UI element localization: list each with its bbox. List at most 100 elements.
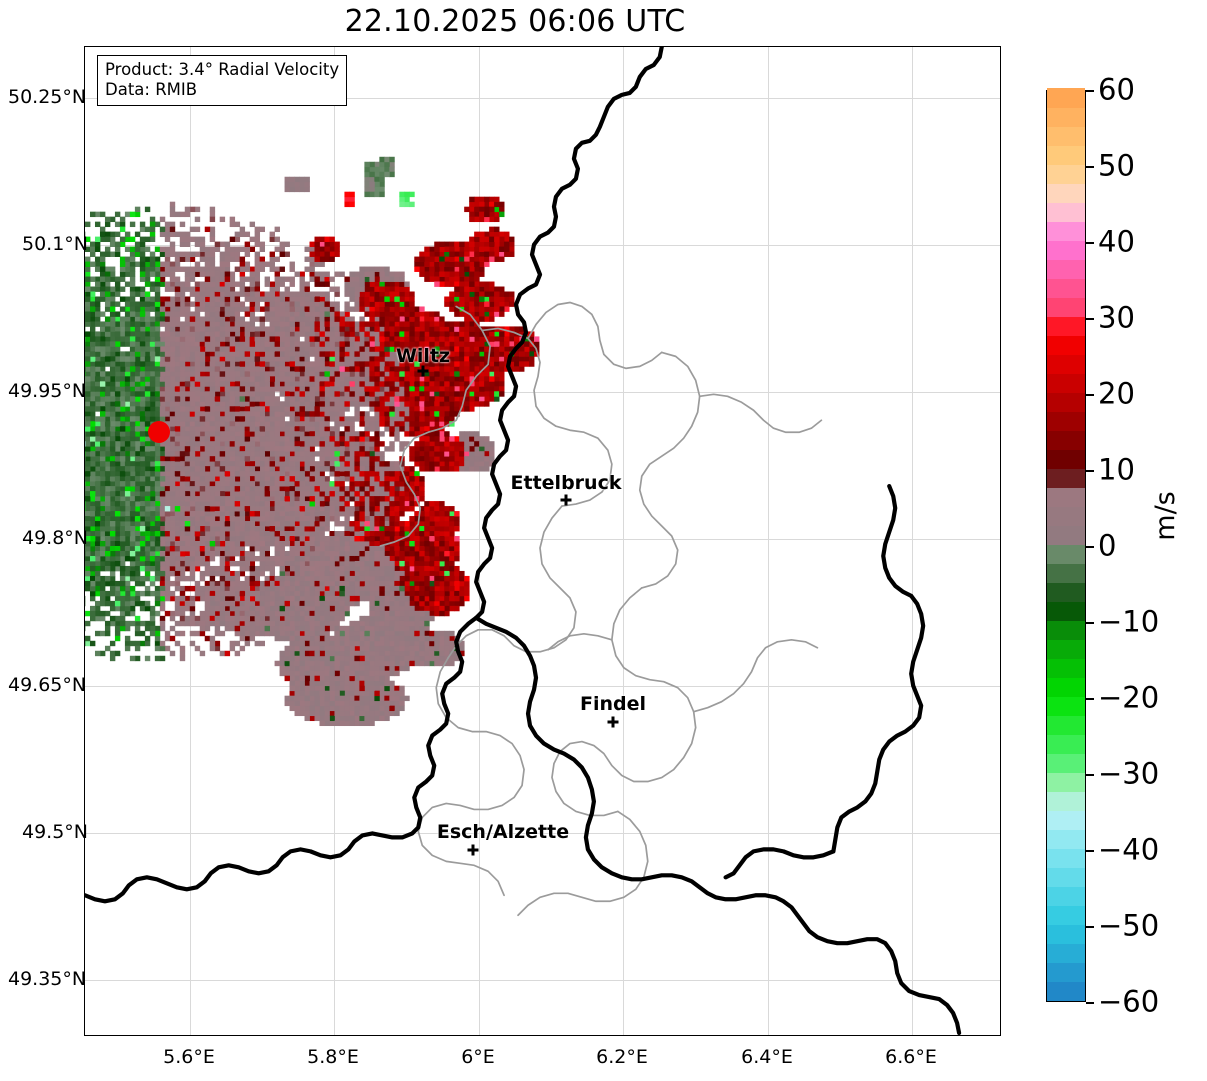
gridline-vertical <box>912 47 913 1035</box>
colorbar-segment <box>1047 126 1085 146</box>
colorbar-tick-mark <box>1086 470 1094 472</box>
colorbar-segment <box>1047 145 1085 165</box>
colorbar-segment <box>1047 107 1085 127</box>
colorbar-segment <box>1047 525 1085 545</box>
colorbar-segment <box>1047 297 1085 317</box>
colorbar-segment <box>1047 392 1085 412</box>
colorbar-tick-mark <box>1086 242 1094 244</box>
colorbar-tick-mark <box>1086 850 1094 852</box>
colorbar-tick-label: −40 <box>1098 832 1160 867</box>
colorbar-segment <box>1047 449 1085 469</box>
gridline-vertical <box>768 47 769 1035</box>
colorbar-segment <box>1047 601 1085 621</box>
gridline-horizontal <box>85 392 1000 393</box>
info-box: Product: 3.4° Radial Velocity Data: RMIB <box>97 55 348 106</box>
colorbar-segment <box>1047 316 1085 336</box>
colorbar-segment <box>1047 943 1085 963</box>
data-source-label: Data: RMIB <box>105 80 198 99</box>
gridline-horizontal <box>85 833 1000 834</box>
x-tick-label: 6.6°E <box>885 1046 937 1068</box>
x-tick-label: 6.2°E <box>596 1046 648 1068</box>
radar-site-marker <box>148 421 170 443</box>
colorbar-tick-label: 20 <box>1098 376 1135 411</box>
gridline-vertical <box>479 47 480 1035</box>
colorbar-tick-mark <box>1086 166 1094 168</box>
colorbar-tick-label: −50 <box>1098 908 1160 943</box>
colorbar-unit-label: m/s <box>1150 491 1181 541</box>
colorbar-segment <box>1047 278 1085 298</box>
x-tick-label: 6.4°E <box>741 1046 793 1068</box>
colorbar-tick-label: −30 <box>1098 756 1160 791</box>
gridline-horizontal <box>85 980 1000 981</box>
colorbar-segment <box>1047 183 1085 203</box>
y-tick-label: 49.5°N <box>22 821 89 843</box>
city-label-esch-alzette: Esch/Alzette <box>436 821 570 843</box>
city-label-wiltz: Wiltz <box>395 345 451 367</box>
colorbar-segment <box>1047 810 1085 830</box>
colorbar-tick-mark <box>1086 90 1094 92</box>
y-tick-label: 50.25°N <box>8 86 87 108</box>
colorbar-segment <box>1047 221 1085 241</box>
colorbar-tick-mark <box>1086 318 1094 320</box>
colorbar-segment <box>1047 468 1085 488</box>
colorbar-segment <box>1047 867 1085 887</box>
colorbar-segment <box>1047 829 1085 849</box>
colorbar-tick-label: −20 <box>1098 680 1160 715</box>
colorbar-tick-mark <box>1086 394 1094 396</box>
colorbar-segment <box>1047 259 1085 279</box>
y-tick-label: 49.35°N <box>8 968 87 990</box>
colorbar-tick-mark <box>1086 622 1094 624</box>
colorbar-segment <box>1047 373 1085 393</box>
colorbar-segment <box>1047 658 1085 678</box>
colorbar-segment <box>1047 582 1085 602</box>
x-tick-label: 5.6°E <box>163 1046 215 1068</box>
colorbar-segment <box>1047 772 1085 792</box>
colorbar-segment <box>1047 791 1085 811</box>
city-marker-wiltz <box>417 365 429 377</box>
colorbar-segment <box>1047 905 1085 925</box>
colorbar-segment <box>1047 677 1085 697</box>
colorbar-segment <box>1047 886 1085 906</box>
product-label: Product: 3.4° Radial Velocity <box>105 60 340 79</box>
colorbar-segment <box>1047 563 1085 583</box>
colorbar-tick-label: −10 <box>1098 604 1160 639</box>
colorbar <box>1046 88 1086 1002</box>
colorbar-segment <box>1047 506 1085 526</box>
district-boundary-layer <box>379 301 823 917</box>
gridline-horizontal <box>85 686 1000 687</box>
colorbar-segment <box>1047 962 1085 982</box>
gridline-horizontal <box>85 98 1000 99</box>
radar-echo-layer <box>85 156 540 727</box>
colorbar-segment <box>1047 240 1085 260</box>
colorbar-segment <box>1047 753 1085 773</box>
city-label-ettelbruck: Ettelbruck <box>510 472 622 494</box>
colorbar-gradient <box>1046 88 1086 1002</box>
colorbar-tick-label: 40 <box>1098 224 1135 259</box>
colorbar-segment <box>1047 335 1085 355</box>
city-marker-esch-alzette <box>467 844 479 856</box>
radar-map-plot: Product: 3.4° Radial Velocity Data: RMIB… <box>84 46 1001 1036</box>
colorbar-tick-label: 10 <box>1098 452 1135 487</box>
colorbar-tick-mark <box>1086 546 1094 548</box>
colorbar-segment <box>1047 620 1085 640</box>
colorbar-segment <box>1047 924 1085 944</box>
colorbar-segment <box>1047 639 1085 659</box>
x-tick-label: 5.8°E <box>307 1046 359 1068</box>
colorbar-segment <box>1047 848 1085 868</box>
page-title: 22.10.2025 06:06 UTC <box>344 4 686 39</box>
colorbar-tick-label: 30 <box>1098 300 1135 335</box>
colorbar-tick-mark <box>1086 926 1094 928</box>
y-tick-label: 50.1°N <box>22 233 89 255</box>
gridline-horizontal <box>85 245 1000 246</box>
colorbar-tick-label: 50 <box>1098 148 1135 183</box>
y-tick-label: 49.95°N <box>8 380 87 402</box>
city-marker-findel <box>607 716 619 728</box>
y-tick-label: 49.8°N <box>22 527 89 549</box>
national-border-layer <box>85 47 962 1035</box>
colorbar-tick-label: −60 <box>1098 984 1160 1019</box>
colorbar-tick-label: 0 <box>1098 528 1117 563</box>
city-marker-ettelbruck <box>560 494 572 506</box>
colorbar-segment <box>1047 354 1085 374</box>
colorbar-segment <box>1047 164 1085 184</box>
colorbar-tick-label: 60 <box>1098 72 1135 107</box>
